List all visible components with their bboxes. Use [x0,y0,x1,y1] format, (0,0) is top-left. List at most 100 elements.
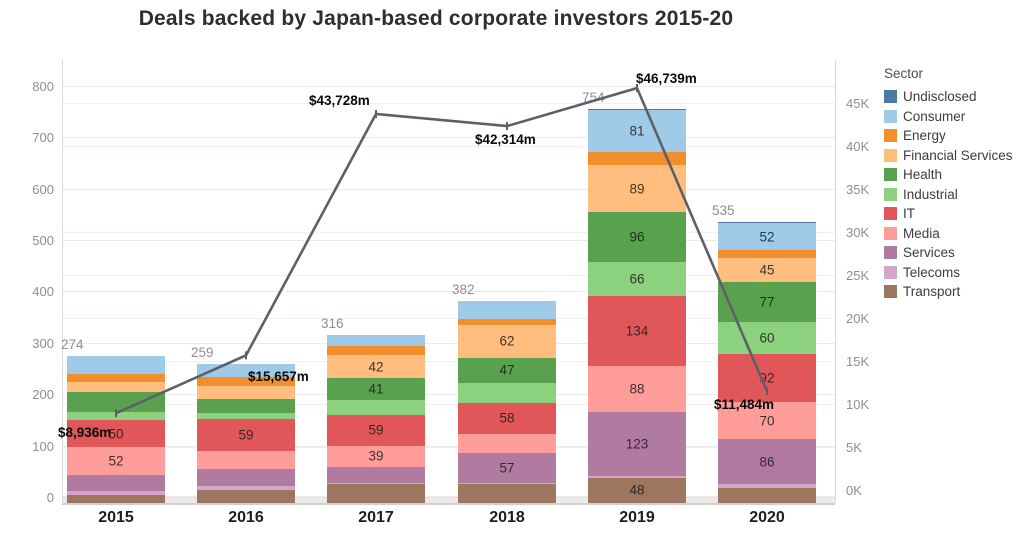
bar-segment-services-2018[interactable] [458,452,556,483]
bar-segment-services-2019[interactable] [588,412,686,477]
bar-segment-telecoms-2019[interactable] [588,476,686,478]
bar-segment-energy-2015[interactable] [67,374,165,383]
bar-segment-telecoms-2015[interactable] [67,490,165,495]
legend-item-media[interactable]: Media [884,224,1020,244]
bar-segment-it-2015[interactable] [67,420,165,448]
bar-segment-transport-2017[interactable] [327,484,425,503]
bar-segment-it-2016[interactable] [197,419,295,451]
bar-segment-undisclosed-2019[interactable] [588,109,686,110]
legend-item-financial-services[interactable]: Financial Services [884,146,1020,166]
y-axis-tick-label: 400 [32,284,54,300]
bar-total-label: 259 [191,344,214,360]
bar-segment-industrial-2020[interactable] [718,322,816,354]
bar-segment-industrial-2018[interactable] [458,382,556,403]
bar-segment-services-2017[interactable] [327,466,425,483]
y-axis-tick-label: 700 [32,130,54,146]
bar-segment-consumer-2015[interactable] [67,356,165,375]
y2-axis-tick-label: 5K [846,440,862,455]
x-axis-label-2015: 2015 [98,509,134,526]
legend-color-swatch [884,187,897,201]
line-value-label-2020: $11,484m [714,397,775,413]
legend-item-services[interactable]: Services [884,243,1020,263]
y2-axis-tick-label: 25K [846,268,870,283]
bar-segment-telecoms-2018[interactable] [458,482,556,484]
bar-segment-financial-services-2018[interactable] [458,325,556,358]
bar-total-label: 274 [61,337,84,353]
bar-segment-industrial-2017[interactable] [327,399,425,415]
x-axis-label-2016: 2016 [228,509,264,526]
y-axis-tick-label: 0 [46,490,54,505]
bar-segment-media-2019[interactable] [588,366,686,413]
bar-segment-services-2016[interactable] [197,468,295,486]
bar-segment-consumer-2019[interactable] [588,109,686,153]
line-value-label-2018: $42,314m [475,132,536,148]
gridline-left-axis [62,445,835,447]
legend-item-it[interactable]: IT [884,204,1020,224]
line-value-label-2015: $8,936m [58,425,112,441]
y2-axis-tick-label: 45K [846,96,870,111]
bar-segment-health-2015[interactable] [67,392,165,412]
bar-segment-it-2018[interactable] [458,402,556,434]
bar-segment-transport-2019[interactable] [588,477,686,503]
bar-segment-health-2019[interactable] [588,211,686,262]
bar-segment-energy-2018[interactable] [458,319,556,325]
bar-segment-financial-services-2020[interactable] [718,258,816,282]
bar-segment-industrial-2016[interactable] [197,413,295,420]
y-axis-tick-label: 100 [32,438,54,454]
bar-segment-consumer-2020[interactable] [718,223,816,251]
legend-item-label: Energy [903,128,946,144]
bar-segment-industrial-2015[interactable] [67,411,165,421]
bar-segment-it-2020[interactable] [718,353,816,403]
bar-segment-it-2019[interactable] [588,296,686,367]
bar-segment-health-2020[interactable] [718,281,816,323]
bar-segment-services-2015[interactable] [67,475,165,491]
bar-segment-financial-services-2015[interactable] [67,382,165,393]
bar-segment-transport-2018[interactable] [458,483,556,503]
legend-item-industrial[interactable]: Industrial [884,185,1020,205]
legend-item-undisclosed[interactable]: Undisclosed [884,87,1020,107]
legend-item-transport[interactable]: Transport [884,282,1020,302]
bar-segment-media-2017[interactable] [327,445,425,467]
bar-segment-financial-services-2016[interactable] [197,385,295,399]
legend-item-consumer[interactable]: Consumer [884,107,1020,127]
bar-total-label: 382 [452,281,475,297]
bar-segment-health-2018[interactable] [458,357,556,383]
bar-segment-telecoms-2020[interactable] [718,484,816,489]
x-axis-label-2020: 2020 [749,509,785,526]
bar-segment-media-2016[interactable] [197,450,295,469]
bar-segment-energy-2020[interactable] [718,250,816,259]
bar-total-label: 316 [321,315,344,331]
bar-segment-transport-2015[interactable] [67,494,165,503]
bar-segment-telecoms-2017[interactable] [327,482,425,485]
bar-segment-financial-services-2017[interactable] [327,355,425,378]
bar-segment-undisclosed-2020[interactable] [718,222,816,224]
bar-segment-telecoms-2016[interactable] [197,485,295,490]
bar-segment-energy-2019[interactable] [588,152,686,166]
legend-item-label: Services [903,245,955,261]
bar-segment-transport-2016[interactable] [197,489,295,503]
bar-segment-financial-services-2019[interactable] [588,165,686,212]
bar-segment-media-2018[interactable] [458,433,556,453]
legend-item-telecoms[interactable]: Telecoms [884,263,1020,283]
legend-color-swatch [884,265,897,279]
bar-segment-media-2015[interactable] [67,447,165,476]
bar-segment-health-2016[interactable] [197,398,295,414]
bar-segment-energy-2017[interactable] [327,346,425,356]
line-value-label-2017: $43,728m [309,92,370,108]
bar-segment-industrial-2019[interactable] [588,261,686,297]
legend-item-label: Undisclosed [903,89,977,105]
bar-segment-consumer-2017[interactable] [327,334,425,347]
y2-axis-tick-label: 15K [846,354,870,369]
bar-segment-it-2017[interactable] [327,414,425,446]
bar-segment-services-2020[interactable] [718,438,816,485]
line-value-label-2016: $15,657m [248,369,309,385]
legend-item-energy[interactable]: Energy [884,126,1020,146]
legend-color-swatch [884,168,897,182]
legend-color-swatch [884,226,897,240]
legend-item-label: Consumer [903,108,966,124]
bar-segment-consumer-2018[interactable] [458,300,556,320]
bar-segment-transport-2020[interactable] [718,488,816,503]
bar-segment-health-2017[interactable] [327,377,425,400]
legend-item-health[interactable]: Health [884,165,1020,185]
bar-total-label: 535 [712,203,735,218]
